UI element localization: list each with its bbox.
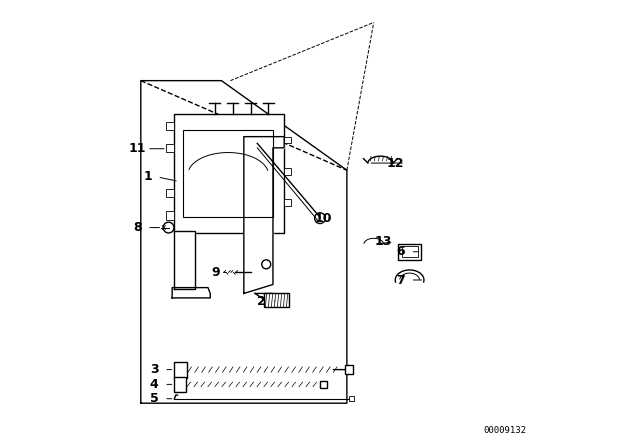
Bar [345, 365, 353, 374]
Text: 00009132: 00009132 [483, 426, 526, 435]
Text: 13: 13 [375, 235, 392, 249]
Text: 5: 5 [150, 392, 159, 405]
Bar [174, 114, 284, 233]
Bar [320, 381, 327, 388]
Text: 10: 10 [314, 211, 332, 225]
Text: 8: 8 [133, 221, 141, 234]
Bar [349, 396, 354, 401]
Text: 4: 4 [150, 378, 159, 391]
Text: 12: 12 [387, 156, 404, 170]
Text: 9: 9 [212, 266, 220, 279]
Polygon shape [172, 288, 210, 298]
Polygon shape [174, 231, 195, 289]
Bar [174, 362, 187, 378]
Bar [284, 137, 291, 143]
Bar [166, 189, 174, 197]
Bar [166, 122, 174, 130]
Text: 1: 1 [143, 170, 152, 184]
Text: 6: 6 [396, 245, 405, 258]
Text: 2: 2 [257, 295, 266, 308]
Bar [284, 199, 291, 206]
Text: 3: 3 [150, 363, 159, 376]
Text: 11: 11 [129, 142, 146, 155]
Bar [174, 377, 186, 392]
Bar [284, 168, 291, 175]
Bar [184, 130, 273, 217]
Bar [166, 144, 174, 152]
Bar [398, 244, 421, 260]
Bar [264, 293, 289, 307]
Polygon shape [255, 293, 289, 307]
Text: 7: 7 [396, 273, 405, 287]
Polygon shape [244, 137, 284, 293]
Bar [166, 211, 174, 220]
Bar [401, 246, 418, 257]
